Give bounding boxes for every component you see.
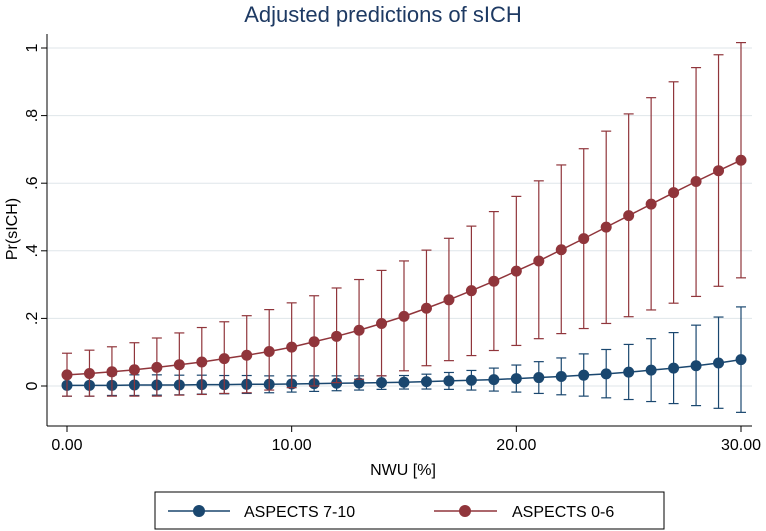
data-point [533,255,545,267]
data-point [690,176,702,188]
data-point [241,349,253,361]
legend-marker-aspects-0-6 [459,505,471,517]
data-point [465,285,477,297]
data-point [645,198,657,210]
data-point [286,341,298,353]
y-tick-label: .2 [24,312,41,325]
series-aspects-0-6 [61,41,747,397]
data-point [623,366,635,378]
series-layer [61,41,747,413]
data-point [443,375,455,387]
data-point [128,364,140,376]
data-point [376,377,388,389]
data-point [420,376,432,388]
data-point [600,221,612,233]
data-point [173,359,185,371]
data-point [218,353,230,365]
data-point [600,368,612,380]
y-tick-label: 0 [24,381,41,390]
data-point [376,317,388,329]
x-tick-label: 30.00 [721,437,761,454]
data-point [713,165,725,177]
data-point [735,154,747,166]
data-point [690,360,702,372]
data-point [578,369,590,381]
x-tick-label: 10.00 [272,437,312,454]
data-point [645,364,657,376]
y-axis-title: Pr(sICH) [4,198,21,260]
data-point [331,330,343,342]
data-point [713,357,725,369]
data-point [151,361,163,373]
data-point [331,377,343,389]
data-point [106,366,118,378]
y-tick-label: .4 [24,244,41,257]
data-point [510,265,522,277]
data-point [398,376,410,388]
legend: ASPECTS 7-10 ASPECTS 0-6 [154,491,665,530]
data-point [263,346,275,358]
y-tick-label: 1 [24,43,41,52]
data-point [735,354,747,366]
data-point [443,294,455,306]
data-point [353,324,365,336]
legend-marker-aspects-7-10 [193,505,205,517]
y-tick-label: .6 [24,176,41,189]
data-point [488,275,500,287]
data-point [623,210,635,222]
legend-box [154,491,665,530]
chart-title: Adjusted predictions of sICH [244,2,522,27]
data-point [308,336,320,348]
data-point [555,244,567,256]
data-point [533,372,545,384]
data-point [420,302,432,314]
data-point [578,233,590,245]
x-tick-label: 20.00 [496,437,536,454]
data-point [465,374,477,386]
x-tick-label: 0.00 [51,437,82,454]
data-point [488,374,500,386]
data-point [398,310,410,322]
data-point [196,356,208,368]
data-point [510,373,522,385]
y-tick-label: .8 [24,109,41,122]
x-axis-title: NWU [%] [370,462,436,479]
legend-label-aspects-0-6: ASPECTS 0-6 [512,504,614,521]
data-point [668,187,680,199]
data-point [61,369,73,381]
x-axis: 0.00 10.00 20.00 30.00 [51,426,761,454]
data-point [555,371,567,383]
data-point [353,377,365,389]
legend-label-aspects-7-10: ASPECTS 7-10 [244,504,355,521]
data-point [668,362,680,374]
data-point [83,367,95,379]
y-axis: 0 .2 .4 .6 .8 1 [24,43,47,390]
